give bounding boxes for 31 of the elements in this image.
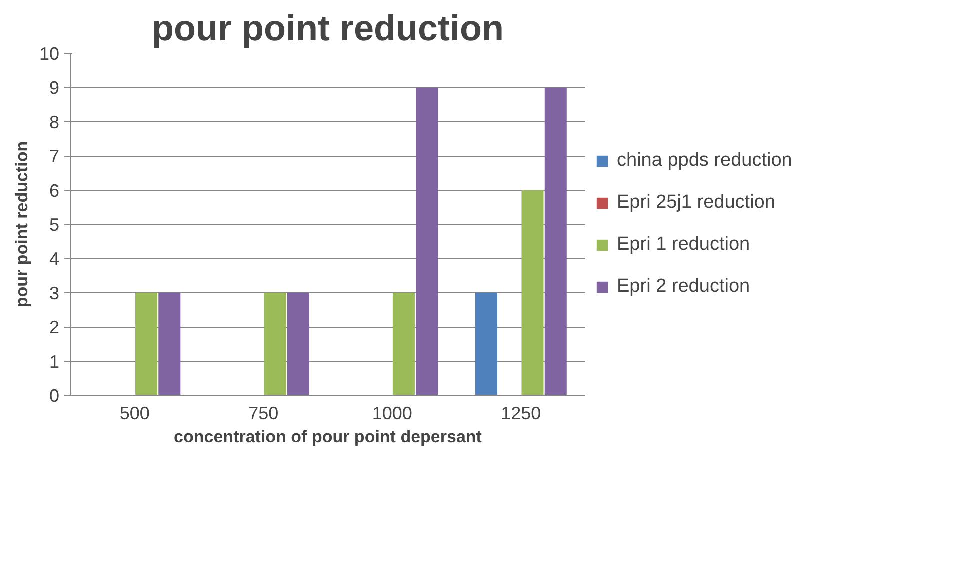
y-axis-title: pour point reduction — [12, 141, 32, 308]
bar — [264, 292, 286, 396]
y-tick-label: 8 — [49, 112, 60, 132]
x-axis-title: concentration of pour point depersant — [174, 428, 482, 446]
bar — [392, 292, 415, 396]
legend-label: Epri 1 reduction — [617, 234, 750, 256]
y-tick-label: 6 — [49, 180, 60, 201]
y-tick-label: 0 — [49, 386, 60, 406]
x-tick-label: 750 — [248, 404, 279, 424]
bar — [135, 292, 158, 396]
y-tick-label: 1 — [49, 352, 60, 372]
y-tick-label: 10 — [39, 44, 60, 64]
chart-title: pour point reduction — [152, 8, 504, 48]
y-tick-label: 9 — [49, 78, 60, 98]
y-tick-label: 2 — [49, 318, 60, 338]
bar — [416, 88, 438, 396]
y-tick-label: 4 — [49, 249, 60, 270]
y-tick-label: 7 — [49, 146, 60, 167]
bar — [287, 292, 310, 396]
bar — [158, 292, 181, 396]
x-tick-label: 500 — [120, 404, 150, 424]
legend-label: Epri 2 reduction — [617, 276, 750, 298]
x-tick-label: 1000 — [372, 404, 412, 424]
bar — [544, 88, 567, 396]
y-tick-label: 3 — [49, 283, 60, 304]
legend-label: china ppds reduction — [617, 150, 792, 172]
bar — [522, 190, 544, 396]
x-tick-label: 1250 — [501, 404, 542, 424]
y-tick-label: 5 — [49, 215, 60, 235]
legend-label: Epri 25j1 reduction — [617, 192, 776, 214]
bar — [475, 292, 498, 396]
